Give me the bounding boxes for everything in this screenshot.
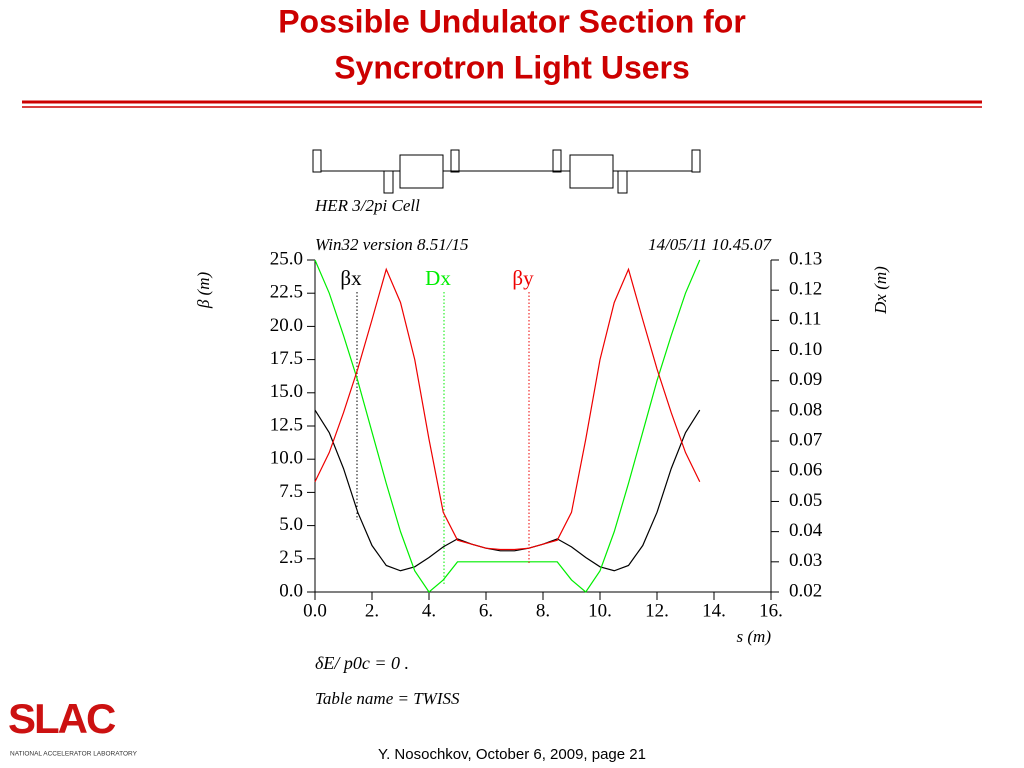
y2-tick-label: 0.06 [789, 460, 822, 481]
annotation: Table name = TWISS [315, 689, 460, 708]
x-tick-label: 14. [702, 600, 726, 621]
y2-tick-label: 0.07 [789, 429, 822, 450]
y2-tick-label: 0.12 [789, 279, 822, 300]
y2-tick-label: 0.13 [789, 248, 822, 269]
chart-title: HER 3/2pi Cell [314, 196, 420, 215]
timestamp: 14/05/11 10.45.07 [648, 235, 772, 254]
y-tick-label: 25.0 [270, 248, 303, 269]
y-tick-label: 20.0 [270, 315, 303, 336]
series-line [314, 259, 701, 593]
y2-axis-label: Dx (m) [871, 266, 890, 315]
legend-label: βy [512, 266, 534, 290]
y2-tick-label: 0.09 [789, 369, 822, 390]
logo-subtitle: NATIONAL ACCELERATOR LABORATORY [10, 751, 138, 758]
y-tick-label: 17.5 [270, 348, 303, 369]
y2-tick-label: 0.11 [789, 309, 822, 330]
y-tick-label: 2.5 [279, 547, 303, 568]
x-tick-label: 12. [645, 600, 669, 621]
y-tick-label: 10.0 [270, 448, 303, 469]
y-tick-label: 12.5 [270, 414, 303, 435]
legend-label: βx [340, 266, 362, 290]
y-tick-label: 0.0 [279, 580, 303, 601]
x-tick-label: 4. [422, 600, 436, 621]
y2-tick-label: 0.04 [789, 520, 823, 541]
x-tick-label: 6. [479, 600, 493, 621]
x-axis-label: s (m) [737, 627, 772, 646]
annotation: δE/ p0c = 0 . [315, 653, 409, 673]
y-tick-label: 22.5 [270, 282, 303, 303]
x-tick-label: 16. [759, 600, 783, 621]
y-tick-label: 15.0 [270, 381, 303, 402]
title-line: Possible Undulator Section for [278, 3, 746, 39]
series-line [314, 409, 701, 572]
title-line: Syncrotron Light Users [334, 49, 690, 85]
y-tick-label: 5.0 [279, 514, 303, 535]
x-tick-label: 2. [365, 600, 379, 621]
y2-tick-label: 0.05 [789, 490, 822, 511]
y-tick-label: 7.5 [279, 481, 303, 502]
legend-label: Dx [425, 266, 451, 290]
y2-tick-label: 0.08 [789, 399, 822, 420]
y2-tick-label: 0.03 [789, 550, 822, 571]
plot: 0.0 2.5 5.0 7.5 10.0 12.5 15.0 17.5 20.0 22.5 25.0… [270, 248, 823, 621]
y2-tick-label: 0.02 [789, 580, 822, 601]
chart-subtitle: Win32 version 8.51/15 [315, 235, 468, 254]
lattice-schematic [312, 149, 701, 194]
y-axis-label: β (m) [194, 272, 213, 310]
series-line [314, 267, 701, 551]
y2-tick-label: 0.10 [789, 339, 822, 360]
logo: SLAC [8, 695, 116, 742]
x-tick-label: 8. [536, 600, 550, 621]
x-tick-label: 10. [588, 600, 612, 621]
x-tick-label: 0.0 [303, 600, 327, 621]
footer-credit: Y. Nosochkov, October 6, 2009, page 21 [378, 746, 646, 763]
